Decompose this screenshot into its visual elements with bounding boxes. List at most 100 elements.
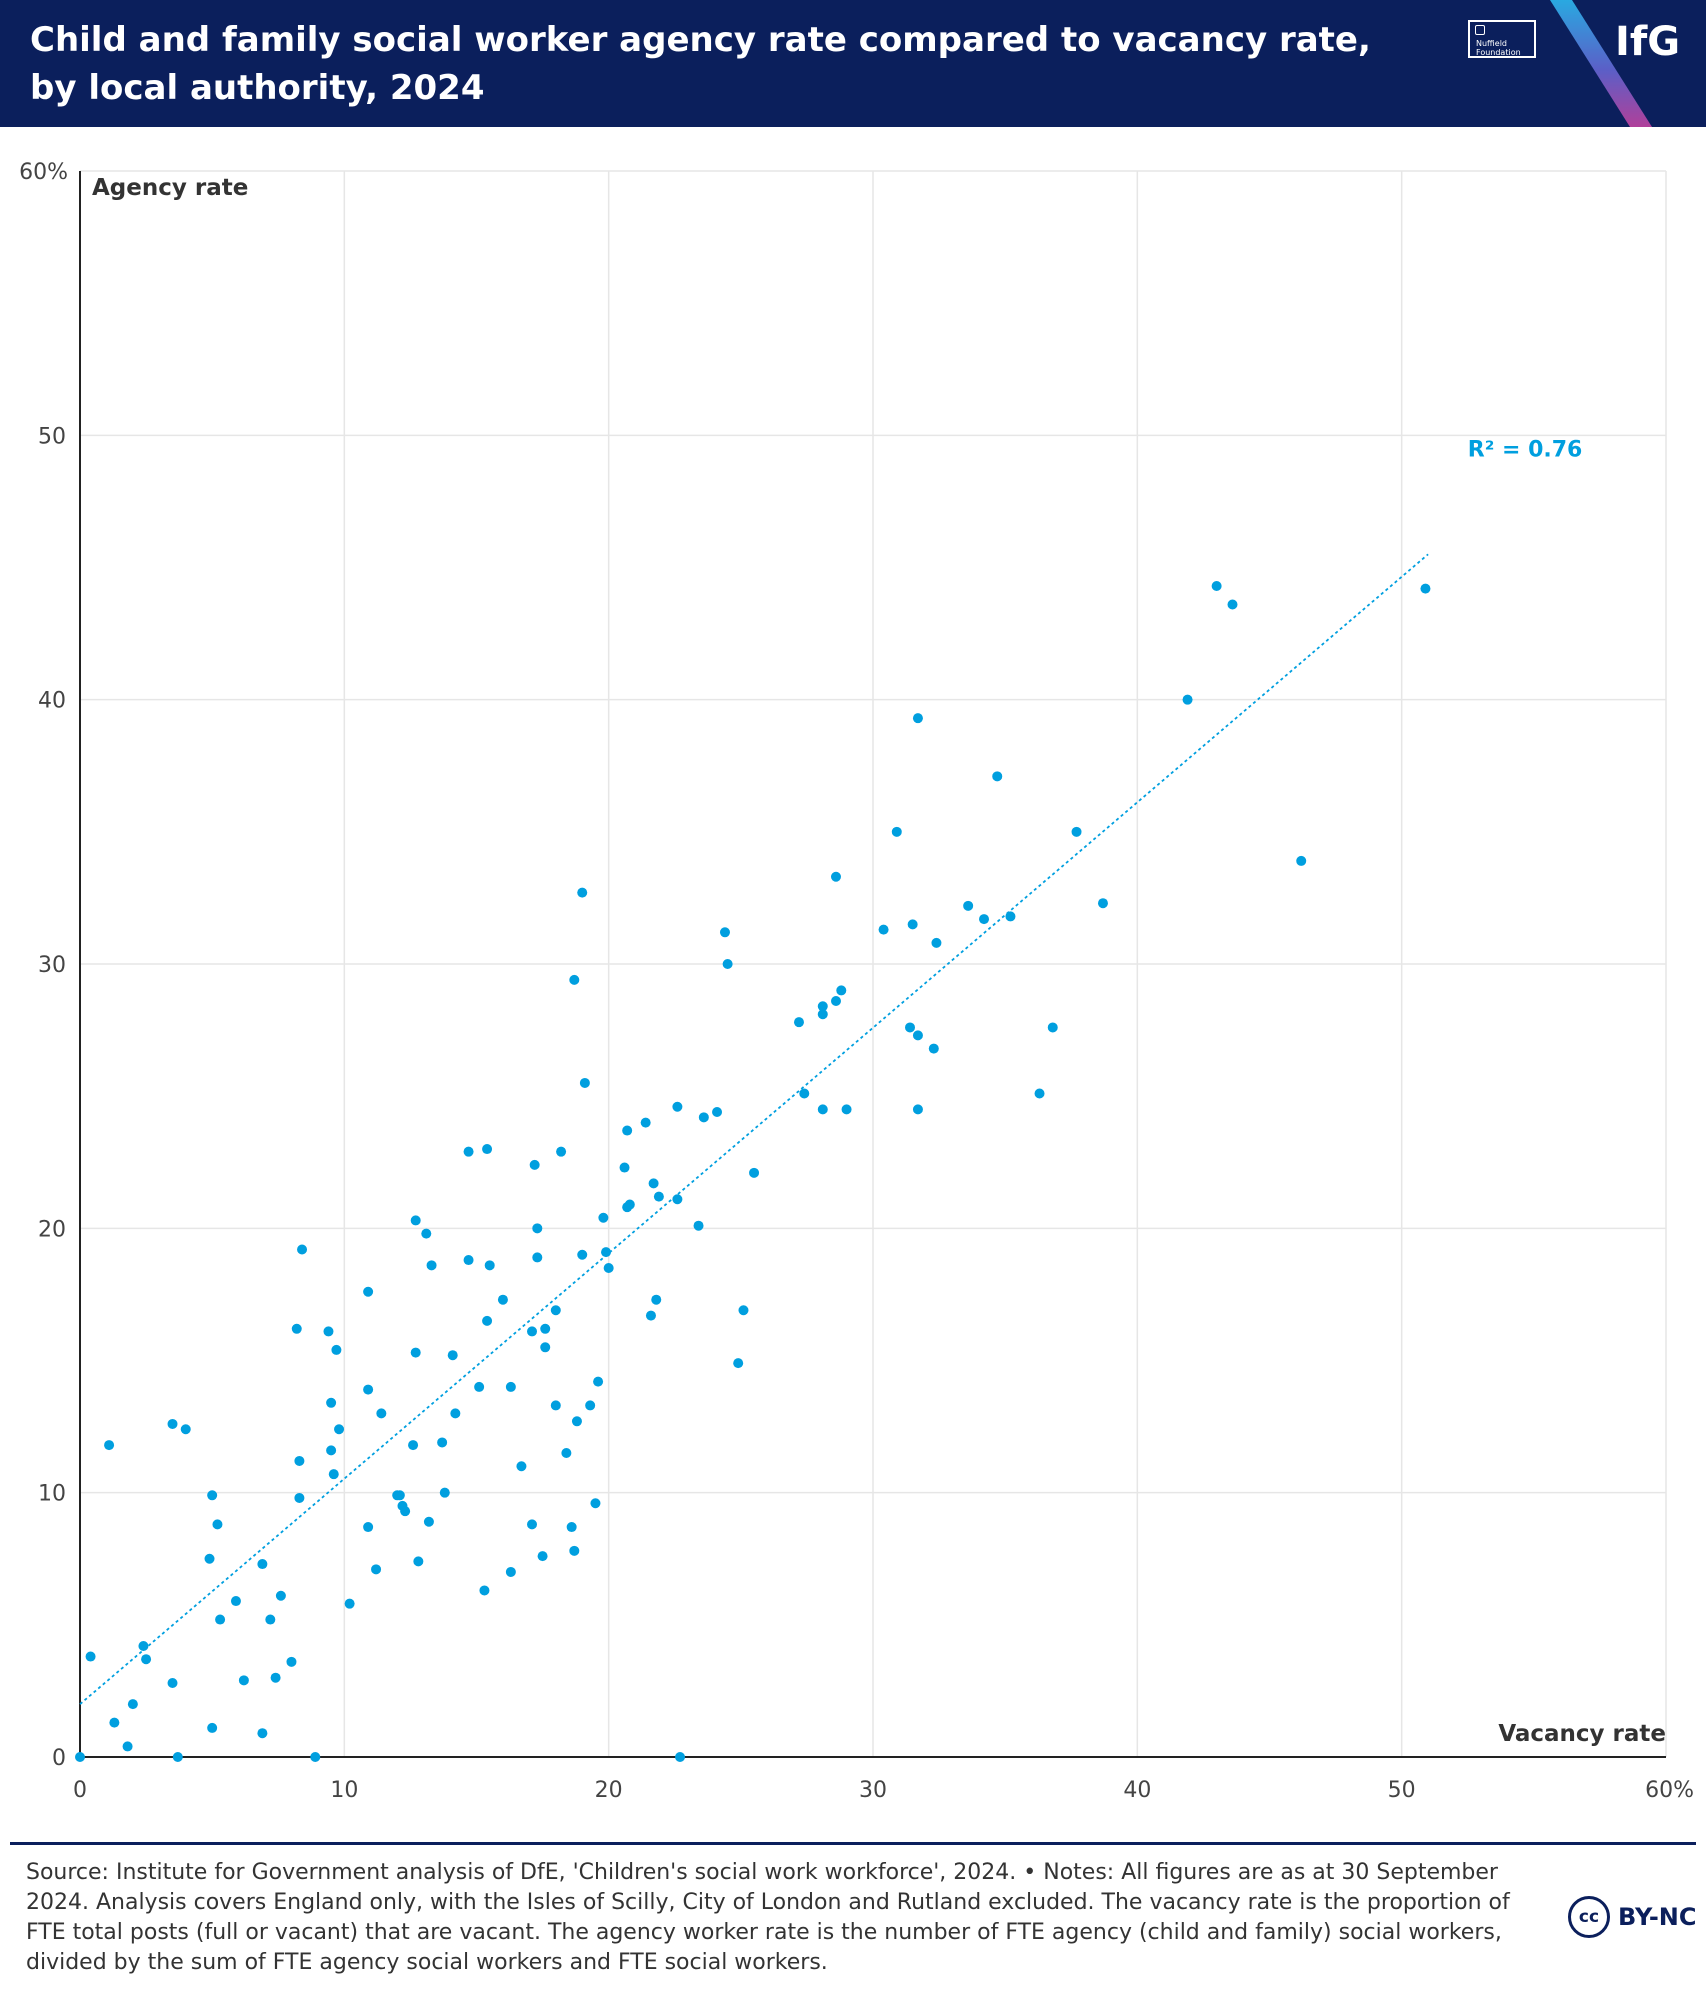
data-point	[1047, 1022, 1058, 1033]
data-point	[1420, 583, 1431, 594]
y-axis-title: Agency rate	[92, 175, 248, 201]
data-point	[328, 1469, 339, 1480]
data-point	[421, 1228, 432, 1239]
y-tick-label: 50	[38, 424, 66, 449]
data-point	[593, 1376, 604, 1387]
data-point	[450, 1408, 461, 1419]
data-point	[793, 1017, 804, 1028]
data-point	[323, 1326, 334, 1337]
chart-labels: 0 10 20 30 40 50 60% 0 10 20 30 40 50 60% Agency rate V…	[19, 160, 1694, 1803]
data-point	[817, 1009, 828, 1020]
data-point	[423, 1516, 434, 1527]
data-point	[180, 1424, 191, 1435]
data-point	[331, 1344, 342, 1355]
data-point	[484, 1260, 495, 1271]
y-tick-label: 10	[38, 1482, 66, 1507]
data-point	[693, 1220, 704, 1231]
trendline	[79, 553, 1429, 1705]
data-point	[413, 1556, 424, 1567]
data-point	[571, 1416, 582, 1427]
nuffield-logo-text: Nuffield Foundation	[1476, 39, 1521, 57]
data-point	[516, 1461, 527, 1472]
data-point	[439, 1487, 450, 1498]
data-point	[474, 1381, 485, 1392]
data-point	[1211, 581, 1222, 592]
nuffield-mark-icon	[1475, 25, 1485, 35]
data-point	[532, 1223, 543, 1234]
data-point	[527, 1326, 538, 1337]
data-point	[733, 1358, 744, 1369]
data-point	[585, 1400, 596, 1411]
ifg-logo: IfG	[1615, 19, 1681, 65]
data-point	[75, 1752, 85, 1762]
data-point	[505, 1566, 516, 1577]
data-point	[310, 1752, 321, 1762]
data-point	[1227, 599, 1238, 610]
x-tick-label: 20	[595, 1778, 623, 1803]
data-point	[127, 1699, 138, 1710]
data-point	[344, 1598, 355, 1609]
data-point	[426, 1260, 437, 1271]
data-point	[653, 1191, 664, 1202]
data-point	[672, 1194, 683, 1205]
data-point	[579, 1077, 590, 1088]
data-point	[1005, 911, 1016, 922]
data-point	[698, 1112, 709, 1123]
data-point	[963, 900, 974, 911]
data-point	[138, 1640, 149, 1651]
trendline-group	[79, 553, 1429, 1705]
data-point	[410, 1347, 421, 1358]
data-point	[497, 1294, 508, 1305]
data-point	[141, 1654, 152, 1665]
data-point	[624, 1199, 635, 1210]
data-points	[75, 581, 1431, 1762]
data-point	[230, 1596, 241, 1607]
data-point	[817, 1104, 828, 1115]
data-point	[1071, 826, 1082, 837]
data-point	[566, 1522, 577, 1533]
data-point	[738, 1305, 749, 1316]
data-point	[561, 1448, 572, 1459]
data-point	[537, 1551, 548, 1562]
axes	[79, 171, 1666, 1758]
data-point	[167, 1677, 178, 1688]
data-point	[912, 713, 923, 724]
data-point	[363, 1522, 374, 1533]
data-point	[556, 1146, 567, 1157]
data-point	[830, 871, 841, 882]
y-tick-label: 0	[52, 1746, 66, 1771]
data-point	[291, 1323, 302, 1334]
data-point	[1097, 898, 1108, 909]
data-point	[371, 1564, 382, 1575]
data-point	[540, 1342, 551, 1353]
data-point	[212, 1519, 223, 1530]
data-point	[577, 887, 588, 898]
data-point	[1182, 694, 1193, 705]
data-point	[577, 1249, 588, 1260]
data-point	[109, 1717, 120, 1728]
data-point	[463, 1146, 474, 1157]
data-point	[1296, 855, 1307, 866]
data-point	[749, 1167, 760, 1178]
data-point	[408, 1440, 419, 1451]
data-point	[640, 1117, 651, 1128]
grid-lines	[80, 170, 1667, 1757]
data-point	[286, 1656, 297, 1667]
data-point	[836, 985, 847, 996]
data-point	[550, 1305, 561, 1316]
data-point	[265, 1614, 276, 1625]
data-point	[410, 1215, 421, 1226]
y-tick-label: 20	[38, 1217, 66, 1242]
data-point	[619, 1162, 630, 1173]
data-point	[363, 1286, 374, 1297]
data-point	[257, 1728, 268, 1739]
y-tick-label: 30	[38, 953, 66, 978]
data-point	[479, 1585, 490, 1596]
data-point	[394, 1490, 405, 1501]
data-point	[907, 919, 918, 930]
x-tick-label: 40	[1123, 1778, 1151, 1803]
data-point	[651, 1294, 662, 1305]
data-point	[799, 1088, 810, 1099]
data-point	[830, 996, 841, 1007]
data-point	[529, 1159, 540, 1170]
